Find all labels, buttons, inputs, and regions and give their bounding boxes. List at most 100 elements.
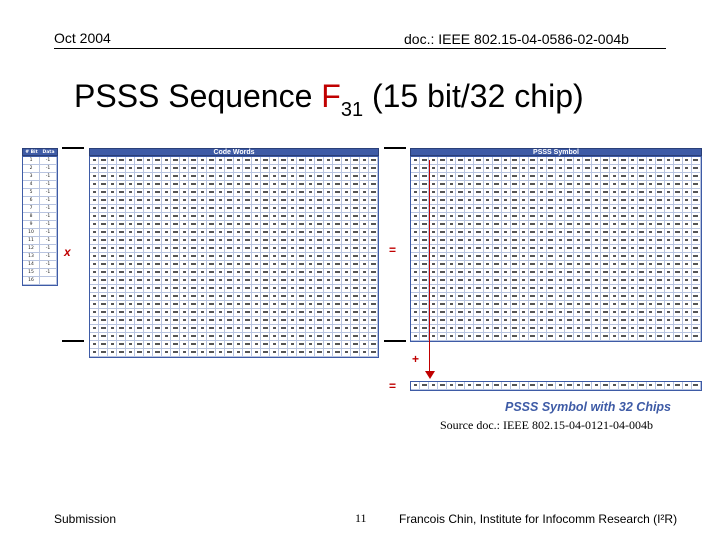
matrix-mark xyxy=(431,246,435,249)
matrix-mark xyxy=(667,206,671,209)
matrix-cell xyxy=(117,349,126,357)
matrix-cell xyxy=(628,213,638,221)
matrix-cell xyxy=(279,301,288,309)
matrix-cell xyxy=(565,189,575,197)
matrix-mark xyxy=(657,174,663,177)
matrix-cell xyxy=(315,293,324,301)
matrix-mark xyxy=(118,158,124,161)
matrix-cell xyxy=(180,349,189,357)
matrix-mark xyxy=(467,246,471,249)
matrix-mark xyxy=(254,342,258,345)
matrix-mark xyxy=(558,326,562,329)
matrix-mark xyxy=(290,270,294,273)
matrix-mark xyxy=(172,342,178,345)
symbol-sum-body xyxy=(410,381,702,391)
matrix-cell xyxy=(501,261,511,269)
matrix-cell xyxy=(592,253,602,261)
matrix-cell xyxy=(270,349,279,357)
matrix-mark xyxy=(362,350,366,353)
matrix-mark xyxy=(512,318,518,321)
matrix-mark xyxy=(254,318,258,321)
matrix-cell xyxy=(583,285,593,293)
matrix-cell xyxy=(438,229,448,237)
data-row: 11 -1 xyxy=(23,237,57,245)
matrix-row xyxy=(411,382,701,390)
matrix-mark xyxy=(208,318,214,321)
matrix-cell xyxy=(592,197,602,205)
matrix-cell xyxy=(673,293,683,301)
matrix-mark xyxy=(504,383,508,386)
matrix-mark xyxy=(280,214,286,217)
matrix-cell xyxy=(429,181,439,189)
matrix-cell xyxy=(288,269,297,277)
matrix-cell xyxy=(252,325,261,333)
matrix-cell xyxy=(429,317,439,325)
matrix-cell xyxy=(664,173,674,181)
matrix-mark xyxy=(172,350,178,353)
matrix-mark xyxy=(92,326,96,329)
matrix-cell xyxy=(465,309,475,317)
matrix-mark xyxy=(685,254,689,257)
matrix-mark xyxy=(413,166,417,169)
matrix-mark xyxy=(136,238,142,241)
matrix-cell xyxy=(243,309,252,317)
matrix-cell xyxy=(351,157,360,165)
matrix-mark xyxy=(208,254,214,257)
matrix-cell xyxy=(324,229,333,237)
bit-header: # Bit xyxy=(25,150,38,155)
matrix-mark xyxy=(594,198,598,201)
matrix-mark xyxy=(100,318,106,321)
matrix-cell xyxy=(646,229,656,237)
matrix-mark xyxy=(475,214,481,217)
matrix-cell xyxy=(243,261,252,269)
matrix-cell xyxy=(510,269,520,277)
matrix-cell xyxy=(324,221,333,229)
matrix-cell xyxy=(261,253,270,261)
matrix-mark xyxy=(522,334,526,337)
data-cell: -1 xyxy=(40,237,57,245)
matrix-cell xyxy=(351,309,360,317)
matrix-cell xyxy=(189,269,198,277)
matrix-mark xyxy=(316,238,322,241)
matrix-mark xyxy=(164,286,168,289)
matrix-mark xyxy=(639,158,645,161)
matrix-cell xyxy=(342,349,351,357)
matrix-mark xyxy=(667,198,671,201)
matrix-cell xyxy=(144,157,153,165)
matrix-cell xyxy=(261,245,270,253)
matrix-mark xyxy=(308,254,312,257)
matrix-mark xyxy=(639,294,645,297)
matrix-cell xyxy=(144,165,153,173)
matrix-cell xyxy=(189,205,198,213)
matrix-mark xyxy=(190,262,196,265)
matrix-mark xyxy=(594,383,598,386)
matrix-mark xyxy=(146,214,150,217)
matrix-cell xyxy=(279,213,288,221)
page-number: 11 xyxy=(355,511,367,525)
matrix-mark xyxy=(594,286,598,289)
matrix-cell xyxy=(153,237,162,245)
matrix-cell xyxy=(483,157,493,165)
matrix-mark xyxy=(558,318,562,321)
matrix-cell xyxy=(691,181,701,189)
matrix-cell xyxy=(225,229,234,237)
matrix-mark xyxy=(467,278,471,281)
matrix-mark xyxy=(110,318,114,321)
matrix-mark xyxy=(566,238,572,241)
matrix-cell xyxy=(234,293,243,301)
matrix-cell xyxy=(216,245,225,253)
data-cell: 9 xyxy=(23,221,40,229)
matrix-cell xyxy=(574,269,584,277)
matrix-mark xyxy=(218,238,222,241)
matrix-mark xyxy=(370,246,376,249)
matrix-mark xyxy=(370,318,376,321)
matrix-mark xyxy=(226,214,232,217)
matrix-cell xyxy=(108,277,117,285)
matrix-mark xyxy=(290,158,294,161)
matrix-mark xyxy=(467,174,471,177)
matrix-cell xyxy=(583,333,593,341)
matrix-cell xyxy=(306,173,315,181)
matrix-mark xyxy=(362,190,366,193)
matrix-mark xyxy=(190,238,196,241)
matrix-mark xyxy=(457,166,463,169)
